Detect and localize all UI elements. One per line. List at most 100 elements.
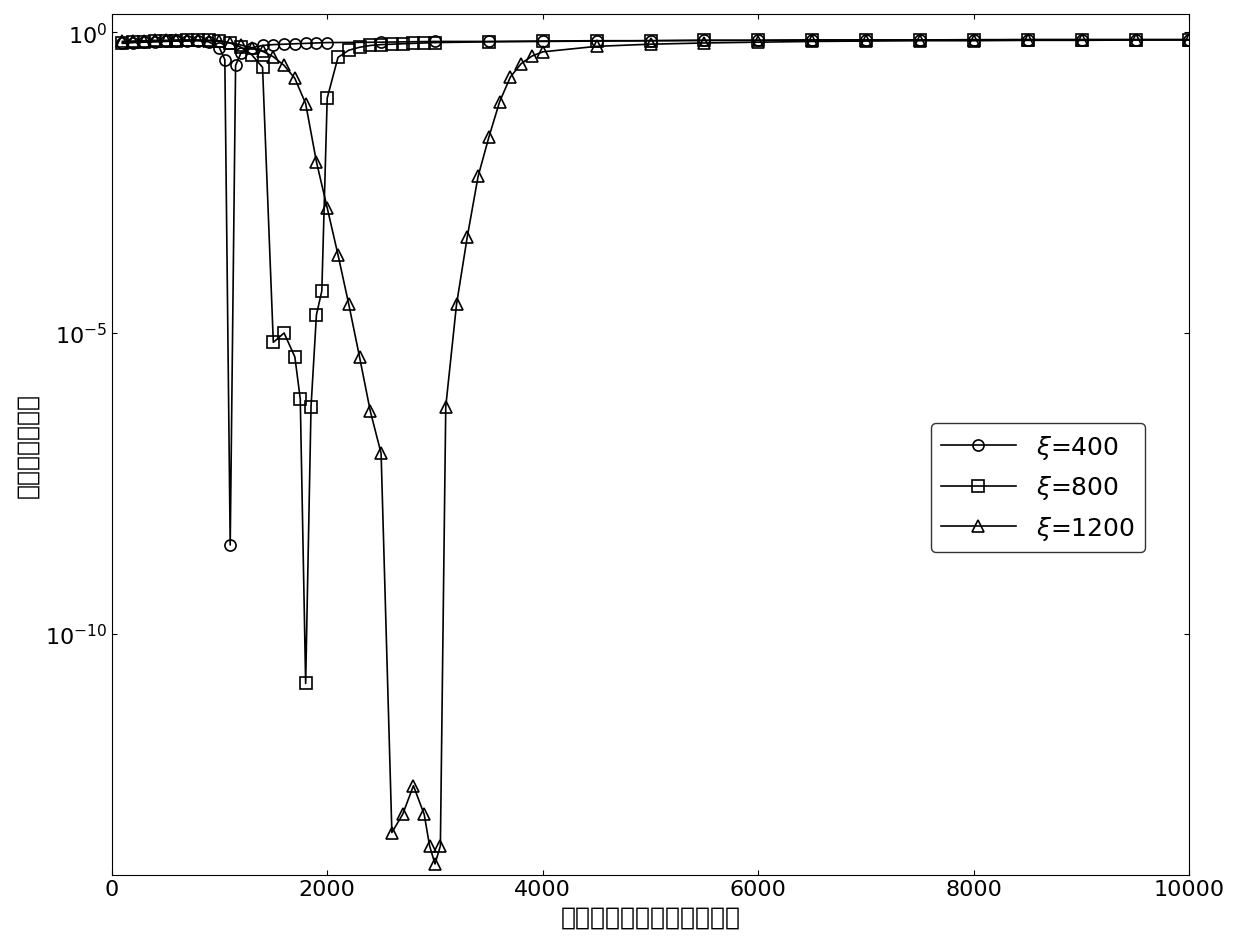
$\xi$=800 bbox=[751, 36, 766, 47]
$\xi$=800 bbox=[255, 62, 270, 74]
$\xi$=800 bbox=[913, 35, 928, 46]
$\xi$=800 bbox=[341, 45, 356, 57]
$\xi$=800 bbox=[265, 337, 280, 348]
$\xi$=800 bbox=[148, 37, 162, 48]
$\xi$=1200 bbox=[169, 35, 184, 46]
$\xi$=400 bbox=[309, 39, 324, 50]
$\xi$=800 bbox=[589, 37, 604, 48]
$\xi$=1200 bbox=[433, 840, 448, 851]
$\xi$=400 bbox=[148, 37, 162, 48]
$\xi$=400 bbox=[373, 38, 388, 49]
$\xi$=800 bbox=[1074, 35, 1089, 46]
$\xi$=400 bbox=[428, 37, 443, 48]
$\xi$=400 bbox=[244, 43, 259, 55]
$\xi$=800 bbox=[417, 39, 432, 50]
$\xi$=800 bbox=[169, 36, 184, 47]
$\xi$=800 bbox=[363, 41, 378, 52]
$\xi$=400 bbox=[966, 35, 981, 46]
$\xi$=800 bbox=[405, 39, 420, 50]
$\xi$=800 bbox=[536, 37, 551, 48]
$\xi$=400 bbox=[255, 41, 270, 52]
$\xi$=800 bbox=[201, 36, 216, 47]
$\xi$=800 bbox=[1128, 35, 1143, 46]
$\xi$=800 bbox=[315, 286, 330, 297]
$\xi$=400 bbox=[191, 36, 206, 47]
$\xi$=1200 bbox=[449, 299, 464, 311]
$\xi$=400 bbox=[697, 36, 712, 47]
$\xi$=400 bbox=[644, 36, 658, 47]
$\xi$=800 bbox=[288, 352, 303, 363]
$\xi$=1200 bbox=[223, 39, 238, 50]
$\xi$=400 bbox=[115, 39, 130, 50]
$\xi$=400 bbox=[228, 60, 243, 72]
$\xi$=800 bbox=[331, 53, 346, 64]
$\xi$=400 bbox=[288, 39, 303, 50]
$\xi$=800 bbox=[373, 40, 388, 51]
$\xi$=400 bbox=[201, 37, 216, 48]
$\xi$=400 bbox=[481, 37, 496, 48]
$\xi$=800 bbox=[805, 35, 820, 46]
$\xi$=800 bbox=[136, 37, 151, 48]
$\xi$=400 bbox=[212, 43, 227, 55]
$\xi$=400 bbox=[136, 38, 151, 49]
$\xi$=800 bbox=[233, 42, 248, 54]
$\xi$=800 bbox=[125, 38, 140, 49]
$\xi$=800 bbox=[352, 42, 367, 54]
$\xi$=800 bbox=[396, 39, 410, 50]
Legend: $\xi$=400, $\xi$=800, $\xi$=1200: $\xi$=400, $\xi$=800, $\xi$=1200 bbox=[931, 423, 1145, 552]
$\xi$=400 bbox=[805, 35, 820, 46]
$\xi$=800 bbox=[223, 39, 238, 50]
$\xi$=800 bbox=[481, 37, 496, 48]
$\xi$=800 bbox=[244, 50, 259, 61]
$\xi$=800 bbox=[858, 35, 873, 46]
$\xi$=400 bbox=[298, 39, 312, 50]
$\xi$=800 bbox=[304, 401, 319, 413]
$\xi$=400 bbox=[913, 35, 928, 46]
$\xi$=400 bbox=[751, 36, 766, 47]
$\xi$=1200 bbox=[341, 299, 356, 311]
Line: $\xi$=400: $\xi$=400 bbox=[117, 35, 1195, 551]
$\xi$=1200 bbox=[503, 72, 518, 83]
$\xi$=400 bbox=[1182, 35, 1197, 46]
$\xi$=400 bbox=[169, 37, 184, 48]
$\xi$=400 bbox=[217, 55, 232, 66]
$\xi$=400 bbox=[858, 35, 873, 46]
$\xi$=800 bbox=[309, 310, 324, 321]
$\xi$=400 bbox=[536, 37, 551, 48]
$\xi$=400 bbox=[233, 48, 248, 59]
$\xi$=800 bbox=[277, 328, 291, 339]
$\xi$=800 bbox=[1021, 35, 1035, 46]
$\xi$=400 bbox=[320, 38, 335, 49]
X-axis label: 每个比特间隙释放的分子数: 每个比特间隙释放的分子数 bbox=[560, 905, 740, 929]
$\xi$=400 bbox=[277, 40, 291, 51]
$\xi$=400 bbox=[1074, 35, 1089, 46]
$\xi$=800 bbox=[191, 36, 206, 47]
$\xi$=800 bbox=[1182, 35, 1197, 46]
$\xi$=400 bbox=[223, 540, 238, 551]
$\xi$=400 bbox=[180, 37, 195, 48]
$\xi$=800 bbox=[320, 93, 335, 105]
$\xi$=400 bbox=[265, 40, 280, 51]
$\xi$=1200 bbox=[460, 231, 475, 243]
$\xi$=800 bbox=[298, 678, 312, 689]
$\xi$=400 bbox=[157, 37, 172, 48]
$\xi$=800 bbox=[384, 40, 399, 51]
$\xi$=1200 bbox=[1182, 35, 1197, 46]
$\xi$=800 bbox=[157, 37, 172, 48]
$\xi$=800 bbox=[428, 38, 443, 49]
$\xi$=1200 bbox=[428, 858, 443, 869]
$\xi$=1200 bbox=[115, 37, 130, 48]
$\xi$=800 bbox=[180, 36, 195, 47]
$\xi$=400 bbox=[589, 36, 604, 47]
$\xi$=800 bbox=[697, 36, 712, 47]
Line: $\xi$=800: $\xi$=800 bbox=[117, 35, 1195, 689]
$\xi$=800 bbox=[115, 38, 130, 49]
Y-axis label: 平均比特错误率: 平均比特错误率 bbox=[15, 393, 38, 497]
$\xi$=800 bbox=[293, 394, 308, 405]
$\xi$=800 bbox=[212, 36, 227, 47]
$\xi$=400 bbox=[1021, 35, 1035, 46]
$\xi$=800 bbox=[966, 35, 981, 46]
$\xi$=400 bbox=[1128, 35, 1143, 46]
$\xi$=400 bbox=[125, 38, 140, 49]
Line: $\xi$=1200: $\xi$=1200 bbox=[117, 35, 1195, 869]
